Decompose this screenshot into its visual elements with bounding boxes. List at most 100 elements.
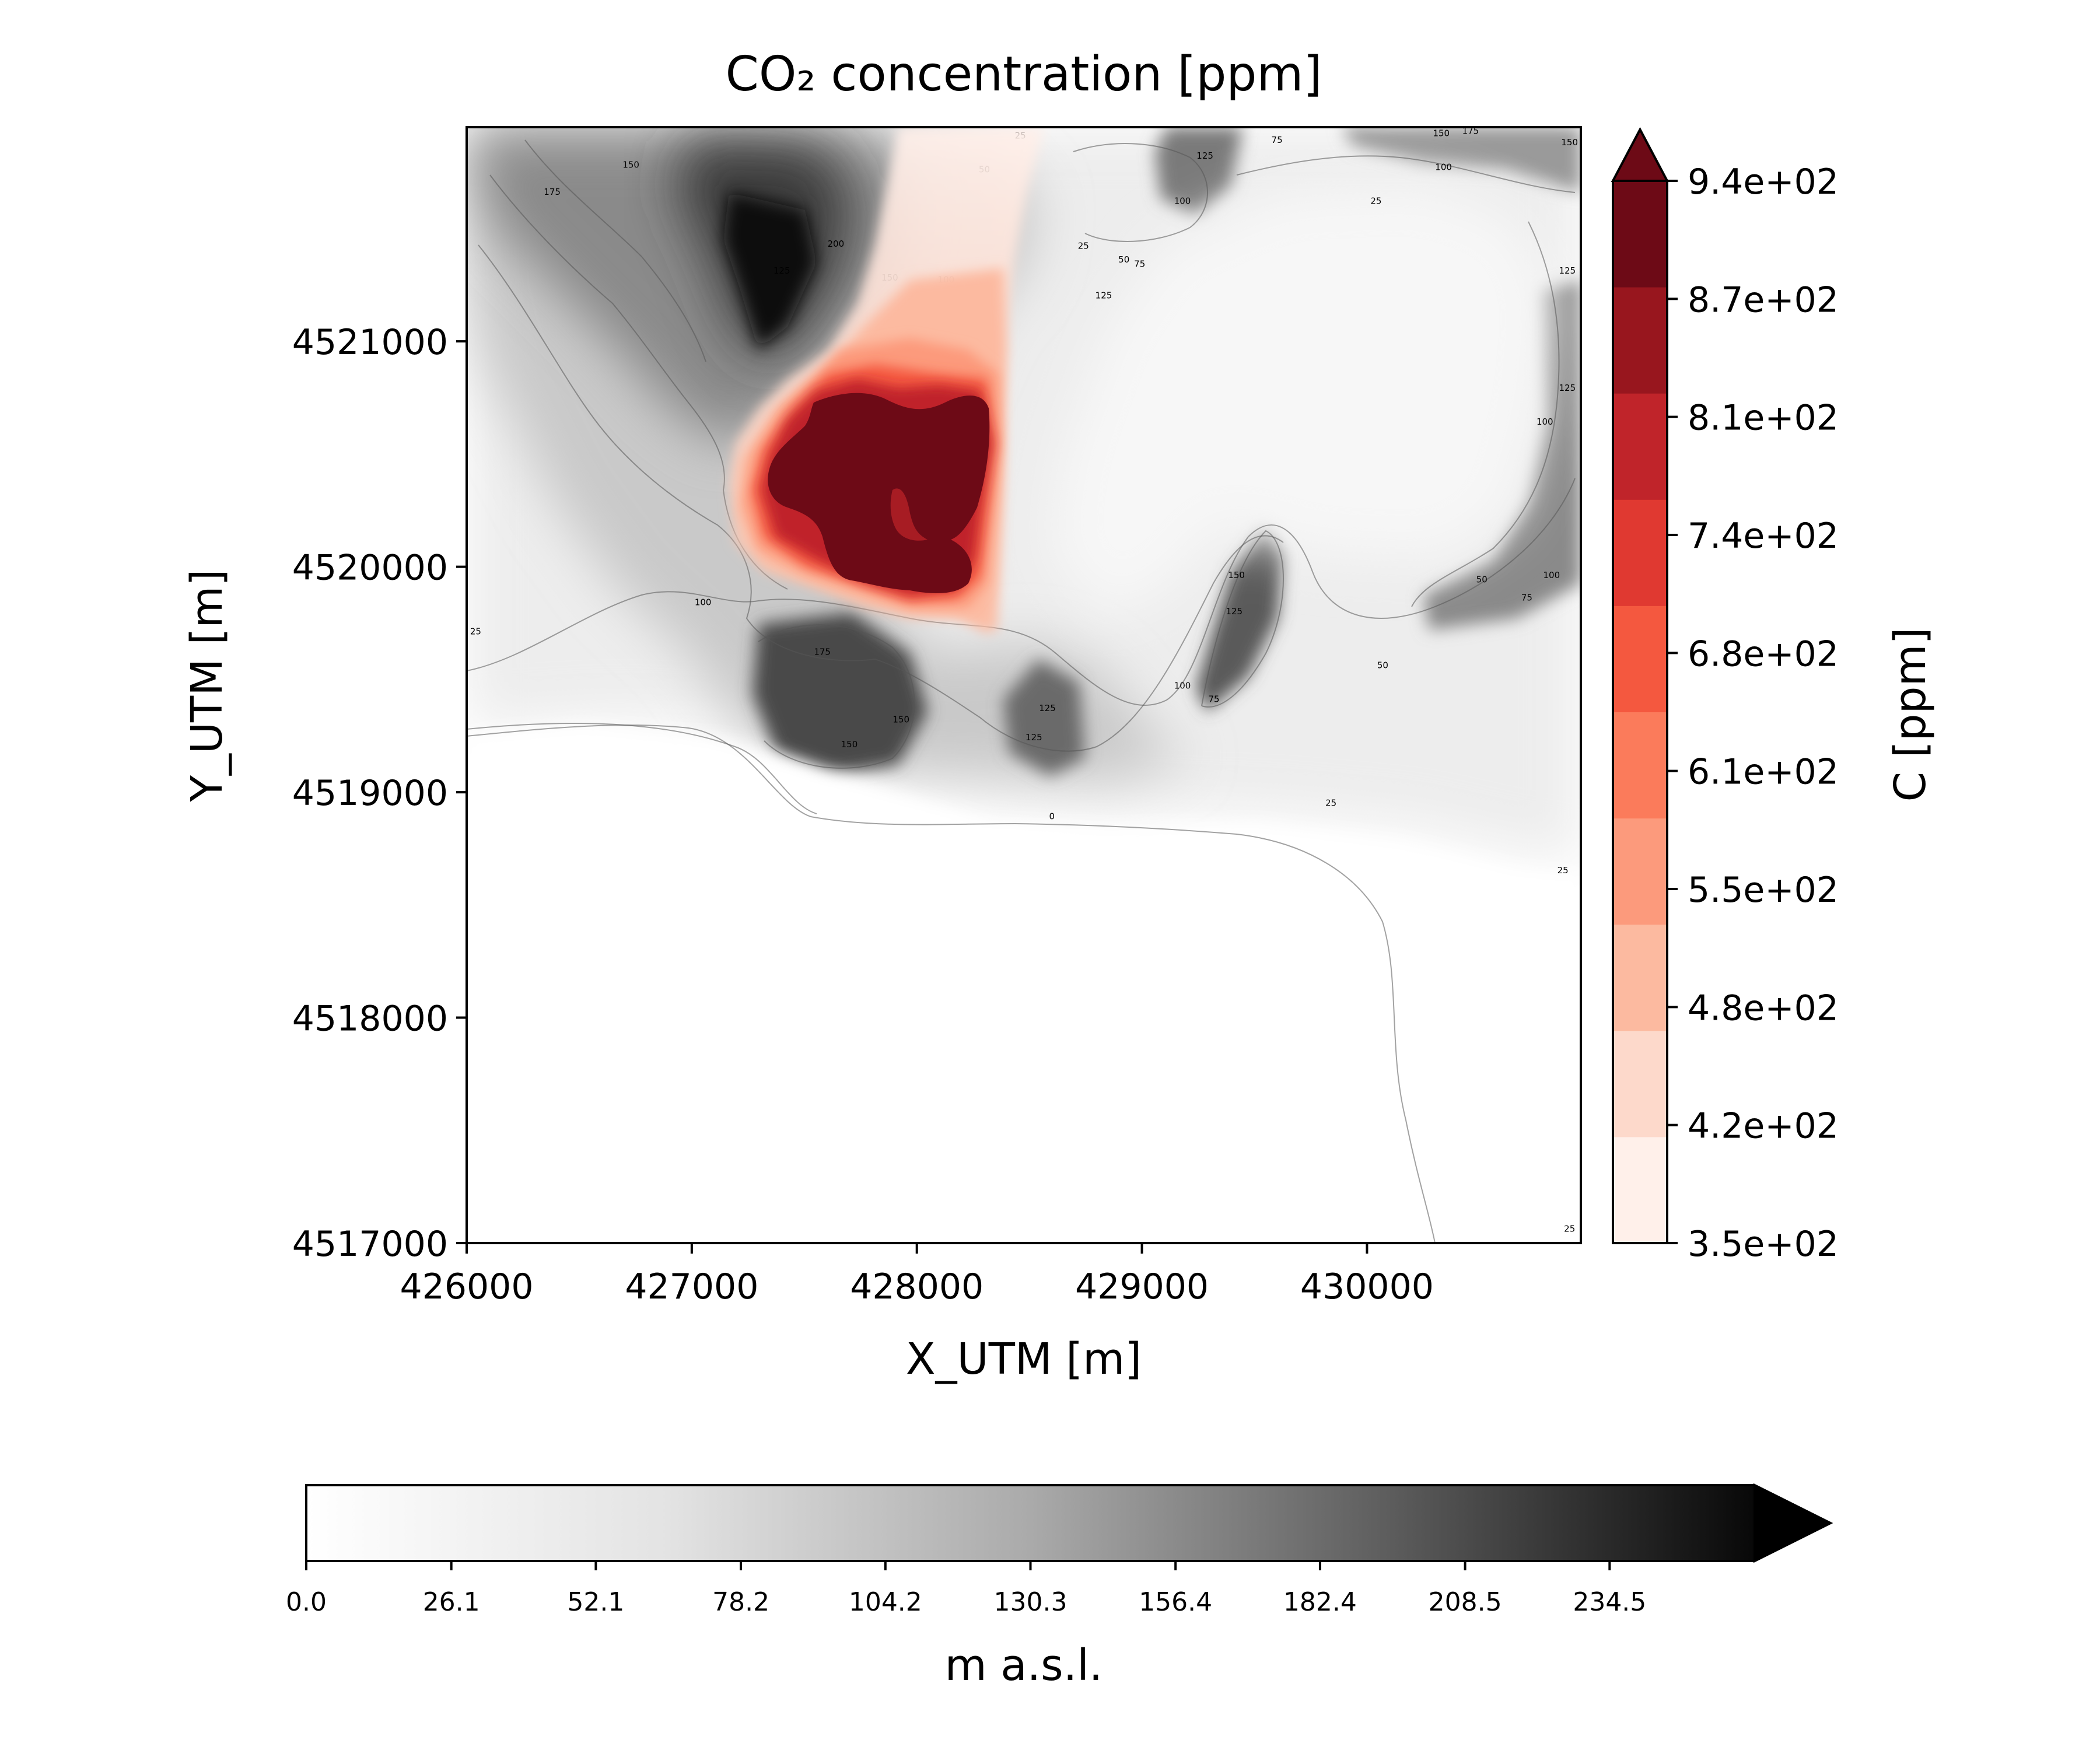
contour-south-hill [758, 624, 915, 769]
contour-50 [478, 244, 1284, 752]
contour-label: 25 [1078, 241, 1089, 251]
concentration-tick-label: 4.8e+02 [1688, 988, 1839, 1028]
terrain-tick-label: 0.0 [286, 1587, 327, 1617]
contour-label: 100 [695, 597, 712, 607]
contour-label: 0 [1049, 811, 1055, 821]
contour-label: 150 [841, 739, 858, 750]
terrain-tick-label: 182.4 [1283, 1587, 1357, 1617]
contour-label: 175 [1462, 126, 1479, 136]
concentration-level-swatch [1613, 712, 1667, 819]
terrain-summit [723, 192, 817, 350]
contour-label: 75 [1209, 694, 1220, 704]
contour-label: 125 [774, 265, 790, 276]
terrain-ridge-east [1196, 525, 1283, 712]
terrain-coast [467, 723, 1581, 1243]
y-tick-label: 4518000 [292, 999, 448, 1040]
terrain-ridge-right [1423, 280, 1581, 630]
map-frame [466, 126, 1582, 1244]
contour-coastline [467, 724, 1436, 1243]
contour-label: 25 [470, 626, 481, 637]
contour-right-ridge [1411, 221, 1560, 607]
concentration-level-swatch [1613, 287, 1667, 394]
contour-label: 150 [1228, 570, 1245, 580]
contour-label: 125 [1226, 606, 1242, 617]
y-axis: 4517000 4518000 4519000 4520000 4521000 [292, 322, 467, 1265]
concentration-tick-label: 5.5e+02 [1688, 870, 1839, 911]
terrain-tick-label: 156.4 [1139, 1587, 1212, 1617]
y-tick-label: 4521000 [292, 322, 448, 363]
concentration-tick-label: 6.1e+02 [1688, 752, 1839, 793]
terrain-basin [1050, 187, 1552, 618]
concentration-tick-label: 8.7e+02 [1688, 279, 1839, 320]
contour-ne-ring [1073, 143, 1208, 242]
concentration-level-swatch [1613, 181, 1667, 288]
concentration-level-swatch [1613, 818, 1667, 925]
terrain-tick-label: 26.1 [423, 1587, 480, 1617]
x-axis-label: X_UTM [m] [906, 1334, 1142, 1384]
x-axis: 426000 427000 428000 429000 430000 [400, 1243, 1434, 1307]
contour-label: 100 [1435, 162, 1452, 172]
x-tick-label: 428000 [850, 1266, 984, 1307]
contour-100 [524, 139, 706, 362]
contour-label: 50 [1118, 254, 1129, 265]
co2-plume [729, 127, 1044, 633]
concentration-tick-label: 7.4e+02 [1688, 516, 1839, 556]
concentration-colorbar-frame [1612, 181, 1668, 1244]
concentration-level-swatch [1613, 924, 1667, 1031]
y-tick-label: 4519000 [292, 773, 448, 814]
contour-75 [489, 174, 788, 590]
concentration-level-swatch [1613, 606, 1667, 712]
terrain-colorbar-label: m a.s.l. [945, 1640, 1103, 1690]
contour-label: 200 [827, 239, 844, 249]
contour-label: 100 [1174, 195, 1191, 206]
contour-label: 150 [1433, 128, 1450, 138]
terrain-tick-label: 130.3 [994, 1587, 1068, 1617]
contour-label: 175 [814, 646, 831, 657]
concentration-colorbar: 3.5e+02 4.2e+02 4.8e+02 5.5e+02 6.1e+02 6.8e+… [1611, 127, 1839, 1265]
x-tick-label: 430000 [1300, 1266, 1434, 1307]
contour-coast-2 [467, 723, 817, 814]
x-tick-label: 427000 [625, 1266, 758, 1307]
map-area: 175 150 125 200 150 100 175 50 25 25 50 75 125 100 125… [466, 126, 1582, 1244]
concentration-tick-label: 6.8e+02 [1688, 634, 1839, 674]
terrain-gradient-bar [306, 1485, 1755, 1561]
concentration-level-swatch [1613, 393, 1667, 500]
contour-label: 100 [1174, 680, 1191, 691]
contour-label: 50 [1377, 660, 1388, 671]
contour-label: 175 [544, 187, 561, 197]
concentration-tick-label: 3.5e+02 [1688, 1224, 1839, 1265]
terrain-colorbar: 0.0 26.1 52.1 78.2 104.2 130.3 156.4 182.4 208.5… [286, 1483, 1833, 1617]
contour-label: 125 [1026, 732, 1042, 743]
contour-label: 25 [1370, 195, 1381, 206]
contour-label: 125 [1559, 265, 1576, 276]
contour-label: 25 [1325, 797, 1336, 808]
terrain-tick-label: 234.5 [1573, 1587, 1646, 1617]
plume-core [768, 393, 990, 593]
terrain-tick-label: 52.1 [567, 1587, 624, 1617]
y-axis-label: Y_UTM [m] [182, 569, 232, 803]
terrain-extend-arrow [1754, 1483, 1833, 1563]
concentration-extend-arrow [1611, 127, 1670, 182]
contour-label: 125 [1039, 703, 1056, 713]
concentration-level-swatch [1613, 1030, 1667, 1138]
concentration-level-swatch [1613, 1136, 1667, 1244]
chart-title: CO₂ concentration [ppm] [726, 47, 1322, 102]
terrain-ridge-top [1342, 127, 1581, 192]
concentration-colorbar-label: C [ppm] [1885, 628, 1936, 802]
contour-25 [467, 478, 1576, 706]
terrain-layer [467, 127, 1581, 1243]
concentration-tick-label: 9.4e+02 [1688, 162, 1839, 202]
contour-east-hill [1201, 530, 1284, 708]
contour-label: 25 [1564, 1224, 1575, 1234]
contour-label: 50 [1476, 575, 1488, 585]
contour-label: 75 [1134, 259, 1145, 270]
contour-label: 150 [1561, 137, 1578, 148]
contour-label: 150 [622, 160, 639, 170]
terrain-ridge-ne [1155, 127, 1242, 216]
contour-label: 125 [1096, 290, 1112, 301]
terrain-tick-label: 208.5 [1429, 1587, 1502, 1617]
contour-label: 100 [1536, 416, 1553, 427]
contour-label: 100 [1544, 570, 1560, 580]
contour-label: 150 [892, 714, 909, 724]
